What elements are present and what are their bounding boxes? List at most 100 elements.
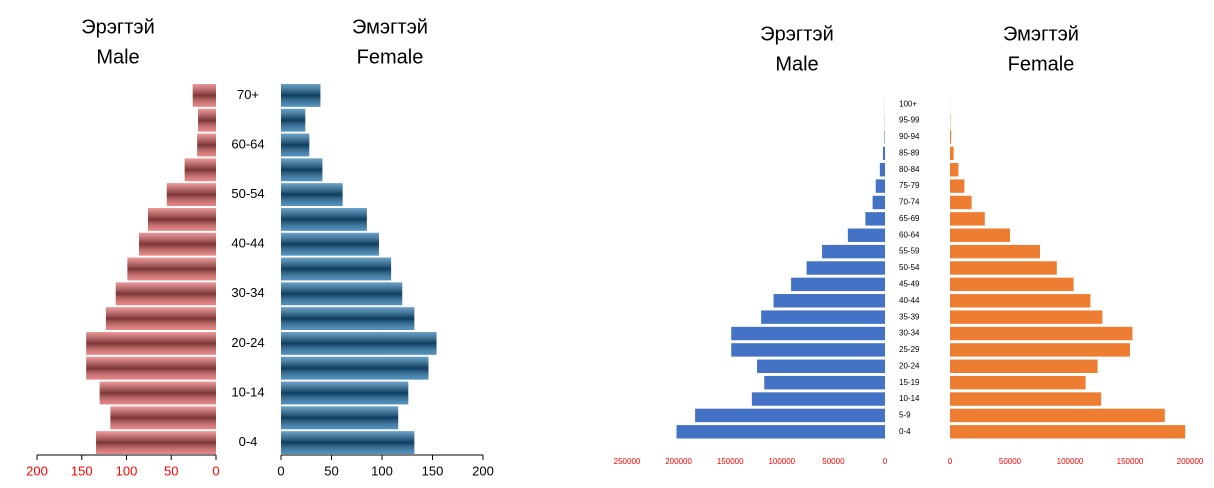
bar-shade	[281, 158, 323, 182]
series-title: Female	[1008, 53, 1075, 75]
x-tick-label: 150	[422, 463, 444, 478]
bar	[950, 310, 1103, 324]
category-label: 0-4	[239, 434, 258, 449]
bar	[950, 130, 952, 144]
bar	[950, 408, 1165, 423]
bar	[872, 195, 885, 210]
bar-shade	[281, 207, 367, 231]
bar	[875, 179, 885, 193]
bar	[950, 294, 1091, 308]
bar-shade	[198, 108, 216, 132]
bar	[884, 130, 885, 144]
bar-shade	[281, 356, 429, 380]
bar	[950, 179, 965, 193]
bar-shade	[281, 381, 409, 405]
bar	[950, 195, 972, 210]
category-label: 30-34	[231, 285, 264, 300]
bar-shade	[110, 406, 216, 430]
category-label: 0-4	[899, 427, 911, 436]
series-title-mn: Эрэгтэй	[760, 23, 834, 45]
bar	[751, 392, 885, 406]
category-label: 60-64	[231, 136, 264, 151]
bar-shade	[96, 431, 216, 455]
x-tick-label: 0	[948, 457, 953, 466]
bar	[764, 375, 885, 390]
bar-shade	[281, 406, 399, 430]
category-label: 95-99	[899, 116, 920, 125]
bar	[695, 408, 885, 423]
bar	[950, 375, 1086, 390]
series-title-mn: Эмэгтэй	[1003, 23, 1079, 45]
bar	[731, 326, 885, 341]
x-tick-label: 150	[71, 463, 93, 478]
bar-shade	[281, 431, 415, 455]
category-label: 10-14	[899, 394, 920, 403]
bar	[847, 228, 885, 242]
bar-shade	[86, 331, 216, 355]
bar	[676, 425, 885, 439]
category-label: 65-69	[899, 214, 920, 223]
bar-shade	[86, 356, 216, 380]
bar-shade	[127, 257, 216, 281]
category-label: 5-9	[899, 411, 911, 420]
x-tick-label: 50000	[999, 457, 1022, 466]
category-label: 90-94	[899, 132, 920, 141]
category-label: 20-24	[231, 335, 264, 350]
bar-shade	[281, 282, 403, 306]
series-title: Male	[775, 53, 818, 75]
x-tick-label: 200000	[1177, 457, 1204, 466]
series-title: Female	[357, 46, 424, 68]
x-tick-label: 50000	[822, 457, 845, 466]
bar	[822, 244, 885, 259]
bar	[950, 228, 1010, 242]
category-label: 85-89	[899, 148, 920, 157]
category-label: 55-59	[899, 247, 920, 256]
bar	[950, 277, 1074, 292]
bar	[731, 343, 885, 357]
series-title-mn: Эмэгтэй	[352, 16, 428, 38]
x-tick-label: 50	[164, 463, 178, 478]
x-tick-label: 100000	[768, 457, 795, 466]
bar-shade	[281, 232, 379, 256]
bar	[950, 425, 1186, 439]
bar	[950, 244, 1040, 259]
x-tick-label: 100	[116, 463, 138, 478]
bar-shade	[139, 232, 216, 256]
bar-shade	[147, 207, 216, 231]
bar-shade	[105, 307, 216, 331]
bar-shade	[115, 282, 216, 306]
bar-shade	[197, 133, 216, 157]
bar-shade	[166, 183, 216, 207]
category-label: 10-14	[231, 384, 264, 399]
bar	[950, 392, 1102, 406]
bar	[773, 294, 885, 308]
category-label: 100+	[899, 99, 917, 108]
series-title-mn: Эрэгтэй	[81, 16, 155, 38]
x-tick-label: 200	[26, 463, 48, 478]
bar-shade	[281, 331, 437, 355]
bar-shade	[281, 133, 310, 157]
x-tick-label: 100000	[1057, 457, 1084, 466]
bar-shade	[192, 83, 216, 107]
bar-shade	[99, 381, 216, 405]
category-label: 70-74	[899, 198, 920, 207]
bar	[950, 146, 954, 161]
bar-shade	[281, 83, 321, 107]
category-label: 20-24	[899, 361, 920, 370]
category-label: 60-64	[899, 230, 920, 239]
bar	[950, 343, 1130, 357]
x-tick-label: 50	[324, 463, 338, 478]
bar-shade	[184, 158, 216, 182]
bar	[761, 310, 885, 324]
bar	[879, 162, 885, 177]
bar-shade	[281, 183, 343, 207]
x-tick-label: 150000	[1117, 457, 1144, 466]
bar	[865, 212, 885, 226]
category-label: 70+	[237, 87, 259, 102]
category-label: 30-34	[899, 329, 920, 338]
category-label: 45-49	[899, 279, 920, 288]
bar-shade	[281, 257, 392, 281]
category-label: 40-44	[231, 236, 264, 251]
